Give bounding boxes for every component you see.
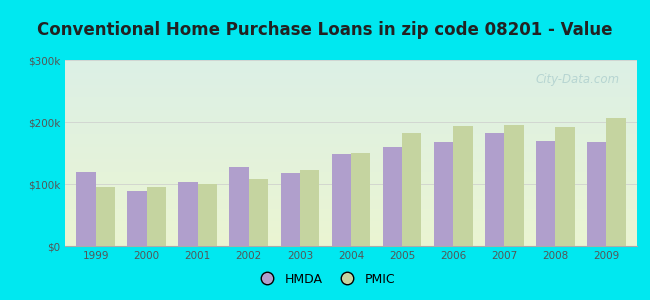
Bar (587, 142, 606, 246)
Bar (606, 118, 626, 246)
Bar (178, 182, 198, 246)
Bar (402, 133, 421, 246)
Bar (249, 179, 268, 246)
Text: City-Data.com: City-Data.com (536, 73, 620, 86)
Bar (555, 127, 575, 246)
Bar (453, 126, 473, 246)
Bar (127, 191, 147, 246)
Legend: HMDA, PMIC: HMDA, PMIC (250, 268, 400, 291)
Bar (485, 133, 504, 246)
Bar (96, 187, 115, 246)
Bar (229, 167, 249, 246)
Bar (300, 170, 319, 246)
Bar (281, 173, 300, 246)
Bar (536, 141, 555, 246)
Text: Conventional Home Purchase Loans in zip code 08201 - Value: Conventional Home Purchase Loans in zip … (37, 21, 613, 39)
Bar (198, 184, 217, 246)
Bar (383, 147, 402, 246)
Bar (434, 142, 453, 246)
Bar (351, 153, 370, 246)
Bar (147, 187, 166, 246)
Bar (504, 125, 524, 246)
Bar (332, 154, 351, 246)
Bar (76, 172, 96, 246)
